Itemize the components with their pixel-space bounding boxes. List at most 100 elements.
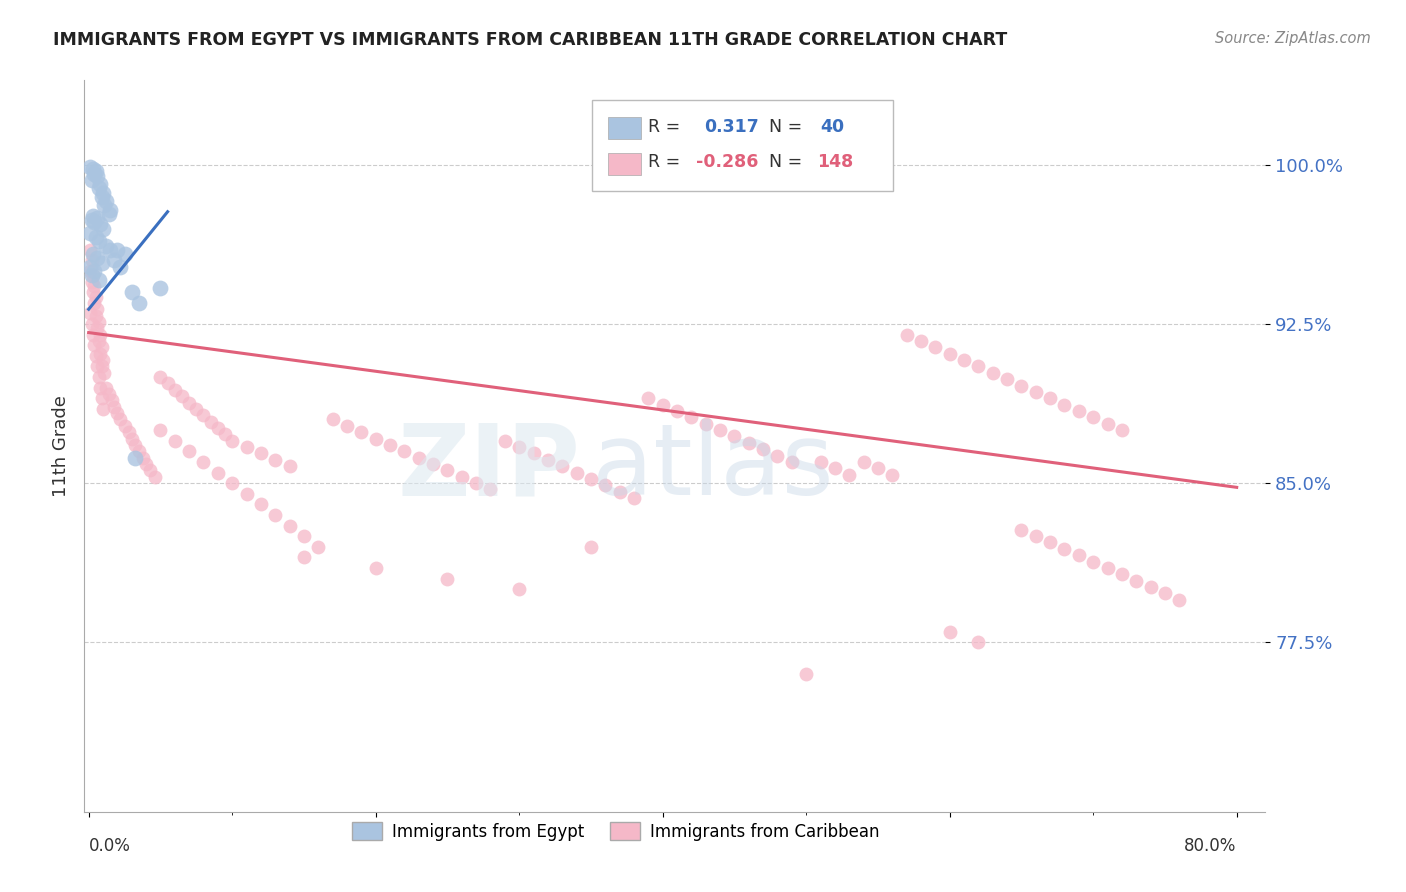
Point	[1025, 384, 1047, 399]
Point	[82, 247, 104, 261]
Point	[105, 406, 128, 420]
Point	[84, 349, 107, 363]
Point	[89, 177, 111, 191]
Point	[84, 309, 107, 323]
Point	[1139, 580, 1161, 594]
Point	[82, 327, 104, 342]
Point	[90, 255, 112, 269]
Point	[794, 667, 817, 681]
Point	[94, 238, 117, 252]
Point	[838, 467, 860, 482]
Point	[186, 401, 208, 416]
Point	[752, 442, 775, 457]
Point	[1039, 535, 1062, 549]
Text: atlas: atlas	[592, 419, 834, 516]
Point	[89, 381, 111, 395]
Point	[278, 518, 301, 533]
Point	[1154, 586, 1177, 600]
Point	[83, 167, 105, 181]
Point	[110, 412, 132, 426]
Point	[882, 467, 904, 482]
FancyBboxPatch shape	[592, 100, 893, 192]
Text: 148: 148	[817, 153, 853, 171]
Point	[235, 440, 257, 454]
FancyBboxPatch shape	[607, 153, 641, 176]
Point	[537, 452, 560, 467]
Point	[1083, 410, 1105, 425]
Point	[465, 476, 488, 491]
Point	[364, 561, 387, 575]
Point	[551, 459, 574, 474]
Point	[80, 213, 103, 227]
Point	[1039, 392, 1062, 406]
Point	[91, 221, 114, 235]
Point	[121, 432, 143, 446]
Point	[80, 317, 103, 331]
Point	[124, 450, 146, 465]
Point	[149, 370, 172, 384]
Text: 80.0%: 80.0%	[1184, 838, 1237, 855]
Point	[87, 181, 110, 195]
Point	[378, 438, 401, 452]
Point	[193, 409, 215, 423]
Point	[83, 296, 105, 310]
Point	[94, 194, 117, 208]
Point	[93, 198, 115, 212]
Point	[1025, 529, 1047, 543]
Text: Source: ZipAtlas.com: Source: ZipAtlas.com	[1215, 31, 1371, 46]
Point	[723, 429, 745, 443]
Point	[87, 315, 110, 329]
Point	[479, 483, 502, 497]
Point	[98, 202, 121, 217]
Point	[651, 398, 673, 412]
Point	[90, 359, 112, 374]
Point	[163, 383, 186, 397]
Point	[394, 444, 416, 458]
Point	[579, 472, 602, 486]
Point	[235, 486, 257, 500]
Point	[82, 285, 104, 300]
Text: 40: 40	[820, 119, 844, 136]
Point	[609, 484, 631, 499]
Point	[86, 169, 108, 183]
Text: 0.317: 0.317	[704, 119, 759, 136]
Point	[1125, 574, 1147, 588]
Point	[450, 469, 472, 483]
Point	[709, 423, 731, 437]
Point	[103, 400, 125, 414]
Point	[250, 497, 273, 511]
Point	[86, 321, 108, 335]
Point	[336, 418, 359, 433]
Point	[565, 466, 588, 480]
Point	[1010, 378, 1032, 392]
Point	[264, 508, 287, 522]
Text: N =: N =	[769, 153, 803, 171]
Point	[110, 260, 132, 274]
Point	[508, 582, 530, 596]
Point	[292, 550, 315, 565]
Point	[84, 289, 107, 303]
Point	[82, 268, 104, 283]
Point	[666, 404, 689, 418]
Point	[436, 572, 458, 586]
Point	[207, 466, 229, 480]
Point	[221, 476, 243, 491]
Point	[83, 279, 105, 293]
Text: 0.0%: 0.0%	[89, 838, 131, 855]
Point	[938, 347, 960, 361]
Point	[422, 457, 444, 471]
Point	[83, 338, 105, 352]
Point	[163, 434, 186, 448]
Point	[86, 252, 108, 266]
Point	[221, 434, 243, 448]
Point	[91, 186, 114, 200]
Point	[179, 395, 201, 409]
Point	[87, 370, 110, 384]
Point	[87, 235, 110, 249]
Text: R =: R =	[648, 153, 681, 171]
Point	[100, 393, 122, 408]
Point	[953, 353, 976, 368]
Point	[508, 440, 530, 454]
Point	[623, 491, 645, 505]
Point	[118, 425, 141, 440]
